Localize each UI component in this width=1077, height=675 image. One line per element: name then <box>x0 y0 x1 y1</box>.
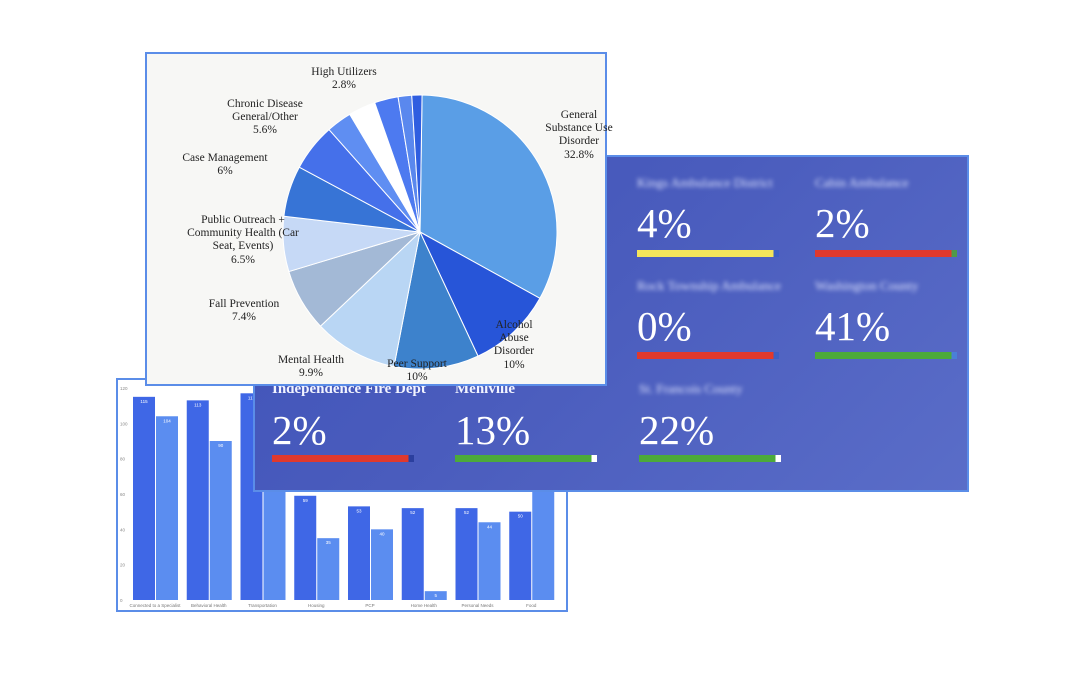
stat-bar <box>815 352 957 359</box>
bar-value-label: 52 <box>464 510 470 515</box>
stat-label: Cabin Ambulance <box>815 175 909 190</box>
bar-value-label: 90 <box>218 443 224 448</box>
x-tick-label: PCP <box>365 603 374 608</box>
stat-bar <box>637 352 779 359</box>
bar-value-label: 59 <box>303 498 309 503</box>
pie-slice <box>411 94 423 233</box>
pie-slice <box>419 94 558 299</box>
y-tick-label: 60 <box>120 492 126 497</box>
bar <box>294 495 317 600</box>
y-tick-label: 0 <box>120 598 123 603</box>
bar <box>186 400 209 600</box>
x-tick-label: Personal Needs <box>461 603 494 608</box>
pie-slice <box>393 230 479 370</box>
pie-slice-label: Case Management 6% <box>182 152 268 178</box>
bar <box>478 522 501 600</box>
pie-slice-label: Peer Support 10% <box>387 358 447 384</box>
bar-value-label: 113 <box>194 402 202 407</box>
bar-value-label: 117 <box>248 395 256 400</box>
bar-chart: 0 20 40 60 80 100 120 115 104 Connected to a Spec… <box>120 386 555 608</box>
y-tick-label: 40 <box>120 527 126 532</box>
x-tick-label: Connected to a Specialist <box>129 603 181 608</box>
pie-slice <box>319 230 421 368</box>
bar-value-label: 53 <box>356 508 362 513</box>
stat-value: 4% <box>637 200 692 246</box>
pie-slice-label: High Utilizers 2.8% <box>311 66 377 92</box>
stat-label: Kings Ambulance District <box>637 175 773 190</box>
bar-value-label: 35 <box>326 540 332 545</box>
bar <box>371 529 393 600</box>
pie-slice-label: General Substance Use Disorder 32.8% <box>545 109 613 161</box>
bar <box>424 591 447 600</box>
bar-value-label: 52 <box>410 510 416 515</box>
stat-bar <box>455 455 597 462</box>
stat-value: 0% <box>637 303 692 349</box>
stat-label: Rock Township Ambulance <box>637 278 782 293</box>
pie-slice-label: Chronic Disease General/Other 5.6% <box>227 98 303 137</box>
pie-chart-panel: General Substance Use Disorder 32.8% Alcohol… <box>145 52 613 386</box>
bar <box>401 508 424 600</box>
stat-bar <box>272 455 414 462</box>
stat-value: 2% <box>272 407 327 453</box>
pie-slice-label: Alcohol Abuse Disorder 10% <box>493 319 535 371</box>
bar <box>509 511 532 600</box>
x-tick-label: Home Health <box>411 603 438 608</box>
y-tick-label: 20 <box>120 563 126 568</box>
y-tick-label: 120 <box>120 386 128 391</box>
x-tick-label: Transportation <box>248 603 277 608</box>
bar <box>156 416 178 600</box>
stat-bar <box>637 250 779 257</box>
bar <box>348 506 370 600</box>
y-tick-label: 80 <box>120 457 126 462</box>
pie-slice-label: Public Outreach + Community Health (Car Se… <box>187 214 299 266</box>
bar-value-label: 5 <box>434 593 437 598</box>
bar <box>209 441 232 600</box>
bar-value-label: 40 <box>379 531 385 536</box>
stat-value: 13% <box>455 407 531 453</box>
bar-value-label: 104 <box>163 418 171 423</box>
pie-slice-label: Mental Health 9.9% <box>277 354 345 380</box>
stat-value: 2% <box>815 200 870 246</box>
bar-value-label: 50 <box>518 514 524 519</box>
bar-value-label: 115 <box>140 399 148 404</box>
bar <box>317 538 340 600</box>
x-tick-label: Food <box>526 603 537 608</box>
bar <box>455 508 478 600</box>
y-tick-label: 100 <box>120 421 128 426</box>
stat-label: Washington County <box>815 278 919 293</box>
stat-bar <box>639 455 781 462</box>
pie-slice-label: Fall Prevention 7.4% <box>208 298 280 324</box>
x-tick-label: Housing <box>308 603 325 608</box>
x-tick-label: Behavioral Health <box>191 603 227 608</box>
stat-label: St. Francois County <box>639 381 743 396</box>
pie-slice <box>418 230 541 357</box>
stat-value: 22% <box>639 407 715 453</box>
bar-value-label: 44 <box>487 524 493 529</box>
bar <box>133 396 155 600</box>
stat-value: 41% <box>815 303 891 349</box>
pie-chart <box>282 94 558 370</box>
bar <box>532 458 555 600</box>
stat-bar <box>815 250 957 257</box>
